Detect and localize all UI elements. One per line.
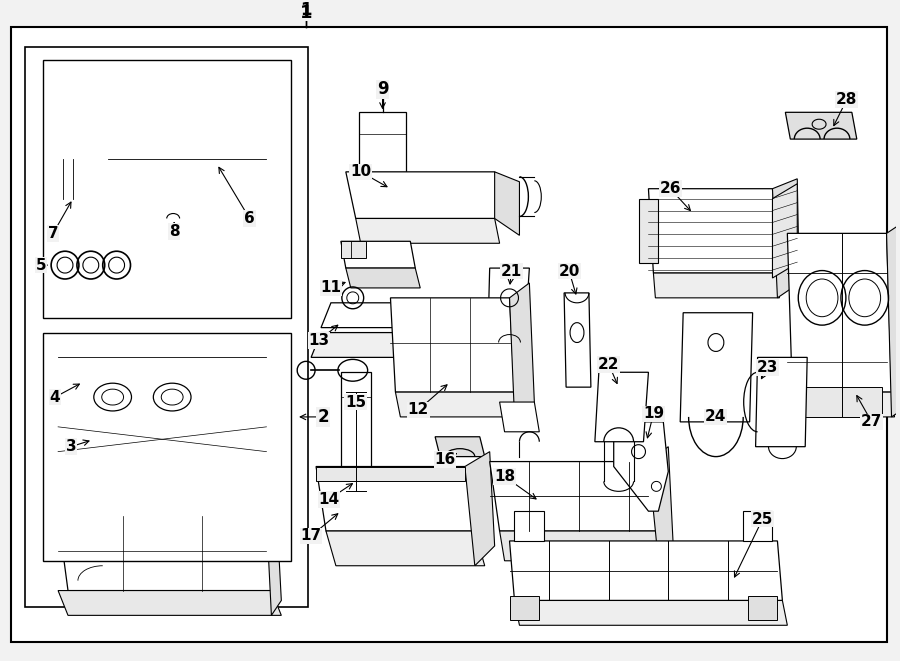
- Text: 24: 24: [706, 409, 726, 424]
- Polygon shape: [465, 451, 495, 566]
- Polygon shape: [435, 437, 485, 457]
- Polygon shape: [792, 392, 895, 417]
- Polygon shape: [98, 134, 266, 169]
- Polygon shape: [316, 467, 475, 531]
- Polygon shape: [614, 422, 634, 437]
- Polygon shape: [266, 506, 282, 615]
- Polygon shape: [490, 461, 659, 531]
- Text: 27: 27: [861, 414, 882, 430]
- Polygon shape: [346, 268, 420, 288]
- Polygon shape: [235, 358, 272, 377]
- Polygon shape: [509, 541, 782, 600]
- Polygon shape: [58, 159, 98, 223]
- Text: 1: 1: [301, 1, 312, 19]
- Polygon shape: [638, 199, 659, 263]
- Text: 8: 8: [169, 224, 179, 239]
- Polygon shape: [500, 531, 663, 561]
- Polygon shape: [98, 79, 276, 134]
- Polygon shape: [68, 392, 282, 422]
- Text: 18: 18: [494, 469, 515, 484]
- Text: 16: 16: [435, 452, 455, 467]
- Text: 26: 26: [660, 181, 681, 196]
- Polygon shape: [321, 303, 490, 328]
- Polygon shape: [341, 241, 365, 258]
- Text: 6: 6: [244, 211, 255, 226]
- Polygon shape: [58, 427, 266, 451]
- Text: 2: 2: [317, 408, 328, 426]
- Text: 21: 21: [501, 264, 522, 278]
- Text: 10: 10: [350, 165, 372, 179]
- Polygon shape: [595, 372, 648, 442]
- Polygon shape: [395, 392, 519, 417]
- Polygon shape: [797, 387, 842, 417]
- Polygon shape: [98, 154, 118, 178]
- Bar: [25, 47, 308, 607]
- Text: 1: 1: [300, 4, 312, 22]
- Polygon shape: [488, 268, 529, 342]
- Bar: [341, 372, 371, 491]
- Bar: [43, 59, 292, 318]
- Polygon shape: [58, 348, 276, 392]
- Text: 22: 22: [598, 357, 619, 372]
- Polygon shape: [167, 188, 180, 219]
- Polygon shape: [391, 298, 515, 392]
- Polygon shape: [73, 516, 266, 531]
- Polygon shape: [311, 332, 480, 358]
- Text: 12: 12: [408, 403, 429, 418]
- Polygon shape: [772, 178, 799, 298]
- Polygon shape: [58, 516, 276, 590]
- Polygon shape: [564, 293, 591, 387]
- Polygon shape: [346, 172, 505, 219]
- Text: 3: 3: [66, 439, 77, 454]
- Text: 23: 23: [757, 360, 778, 375]
- Text: 11: 11: [320, 280, 341, 295]
- Polygon shape: [786, 112, 857, 139]
- Polygon shape: [614, 422, 669, 511]
- Polygon shape: [680, 313, 752, 422]
- Text: 4: 4: [50, 389, 60, 405]
- Polygon shape: [756, 358, 807, 447]
- Polygon shape: [509, 596, 539, 620]
- Text: 17: 17: [301, 529, 321, 543]
- Polygon shape: [772, 184, 797, 278]
- Polygon shape: [648, 447, 673, 561]
- Text: 14: 14: [319, 492, 339, 507]
- Polygon shape: [58, 590, 282, 615]
- Text: 7: 7: [48, 226, 58, 241]
- Text: 5: 5: [36, 258, 47, 272]
- Polygon shape: [326, 531, 485, 566]
- Polygon shape: [356, 219, 500, 243]
- Polygon shape: [886, 221, 900, 417]
- Polygon shape: [68, 461, 282, 481]
- Polygon shape: [515, 600, 788, 625]
- Polygon shape: [653, 273, 779, 298]
- Polygon shape: [266, 79, 286, 149]
- Polygon shape: [748, 596, 778, 620]
- Polygon shape: [98, 134, 118, 154]
- Polygon shape: [648, 188, 778, 273]
- Text: 19: 19: [643, 407, 664, 422]
- Polygon shape: [509, 283, 535, 417]
- Polygon shape: [515, 511, 544, 541]
- Polygon shape: [742, 511, 772, 541]
- Polygon shape: [842, 387, 882, 417]
- Bar: [43, 332, 292, 561]
- Polygon shape: [341, 241, 415, 268]
- Bar: [359, 112, 406, 172]
- Text: 13: 13: [309, 333, 329, 348]
- Text: 9: 9: [377, 81, 388, 98]
- Polygon shape: [495, 172, 519, 235]
- Polygon shape: [788, 233, 892, 392]
- Polygon shape: [68, 491, 286, 501]
- Text: 28: 28: [836, 92, 858, 107]
- Polygon shape: [500, 402, 539, 432]
- Polygon shape: [58, 199, 78, 223]
- Text: 20: 20: [558, 264, 580, 278]
- Polygon shape: [316, 467, 465, 481]
- Text: 15: 15: [346, 395, 366, 410]
- Text: 25: 25: [752, 512, 773, 527]
